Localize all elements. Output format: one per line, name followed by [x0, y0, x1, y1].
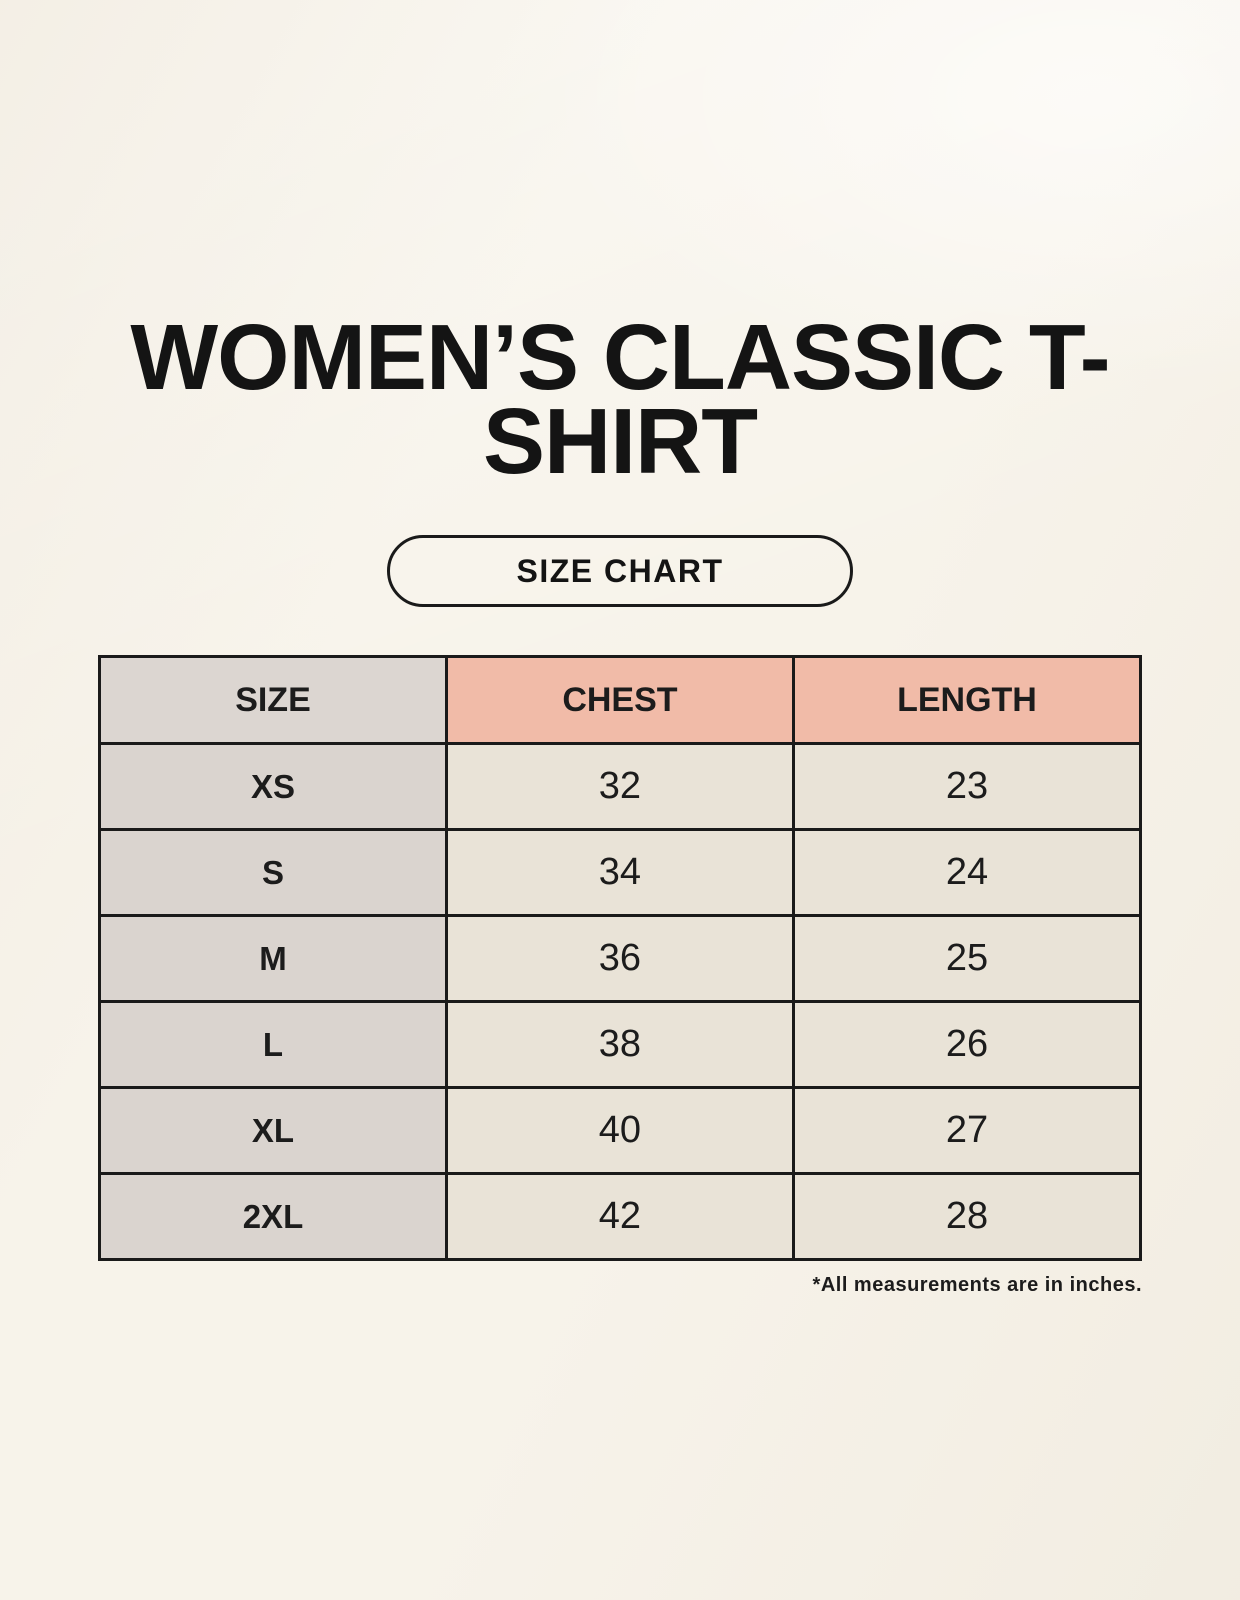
table-row: XS 32 23: [98, 742, 1143, 831]
size-label: S: [98, 828, 448, 917]
measurements-footnote: *All measurements are in inches.: [812, 1274, 1142, 1296]
chest-value: 42: [444, 1172, 795, 1261]
size-chart-badge[interactable]: SIZE CHART: [387, 535, 853, 607]
size-label: XL: [98, 1086, 448, 1175]
length-value: 23: [791, 742, 1143, 831]
table-row: XL 40 27: [98, 1086, 1143, 1175]
table-header-row: SIZE CHEST LENGTH: [98, 655, 1143, 745]
length-value: 24: [791, 828, 1143, 917]
column-header-size: SIZE: [98, 655, 448, 745]
column-header-chest: CHEST: [444, 655, 795, 745]
chest-value: 36: [444, 914, 795, 1003]
page-title: WOMEN’S CLASSIC T-SHIRT: [130, 305, 1110, 493]
table-row: M 36 25: [98, 914, 1143, 1003]
size-table: SIZE CHEST LENGTH XS 32 23 S 34 24 M 36 …: [98, 655, 1143, 1261]
table-row: S 34 24: [98, 828, 1143, 917]
chest-value: 38: [444, 1000, 795, 1089]
size-label: M: [98, 914, 448, 1003]
length-value: 28: [791, 1172, 1143, 1261]
size-label: XS: [98, 742, 448, 831]
size-label: L: [98, 1000, 448, 1089]
length-value: 26: [791, 1000, 1143, 1089]
table-row: 2XL 42 28: [98, 1172, 1143, 1261]
chest-value: 32: [444, 742, 795, 831]
chest-value: 40: [444, 1086, 795, 1175]
footnote-container: *All measurements are in inches.: [98, 1274, 1142, 1297]
length-value: 27: [791, 1086, 1143, 1175]
chest-value: 34: [444, 828, 795, 917]
length-value: 25: [791, 914, 1143, 1003]
table-row: L 38 26: [98, 1000, 1143, 1089]
column-header-length: LENGTH: [791, 655, 1143, 745]
size-chart-badge-label: SIZE CHART: [516, 552, 724, 589]
size-label: 2XL: [98, 1172, 448, 1261]
